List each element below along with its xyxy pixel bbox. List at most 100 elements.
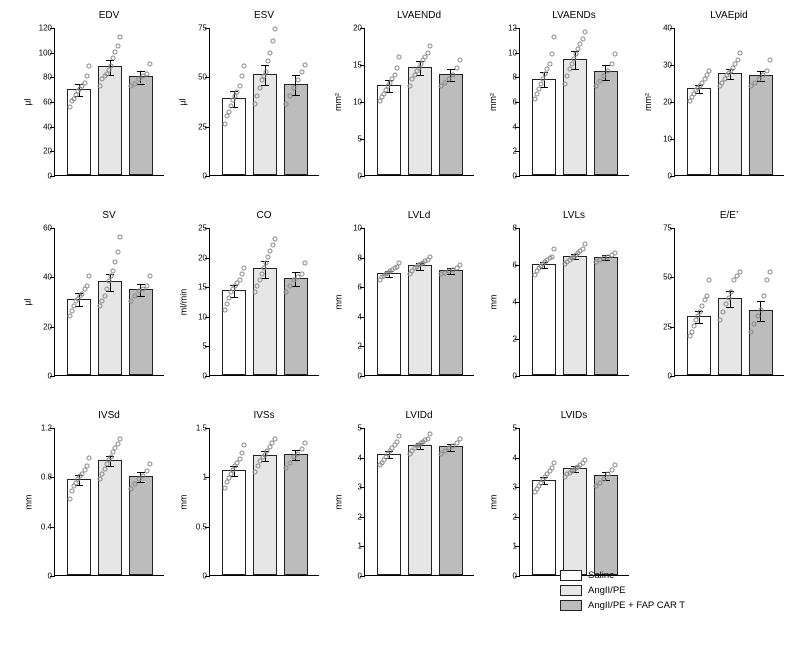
- data-point: [538, 81, 543, 86]
- data-point: [129, 299, 134, 304]
- panel-lvls: LVLsmm02468: [481, 208, 636, 408]
- y-tick-label: 0: [358, 572, 362, 581]
- data-point: [287, 284, 292, 289]
- data-point: [396, 260, 401, 265]
- data-point: [272, 26, 277, 31]
- data-point: [396, 433, 401, 438]
- data-point: [396, 54, 401, 59]
- data-point: [129, 486, 134, 491]
- data-point: [117, 437, 122, 442]
- data-point: [241, 64, 246, 69]
- data-point: [109, 274, 114, 279]
- y-tick-label: 20: [353, 24, 362, 33]
- panel-title: IVSd: [54, 410, 164, 421]
- error-cap: [726, 307, 734, 308]
- y-tick-label: 0: [48, 172, 52, 181]
- data-point: [567, 66, 572, 71]
- data-point: [71, 303, 76, 308]
- data-point: [261, 266, 266, 271]
- y-axis-label: µl: [20, 228, 36, 376]
- data-point: [547, 62, 552, 67]
- panel-title: SV: [54, 210, 164, 221]
- data-point: [578, 42, 583, 47]
- data-point: [226, 296, 231, 301]
- data-point: [239, 74, 244, 79]
- y-tick-label: 60: [43, 224, 52, 233]
- y-tick-label: 15: [353, 61, 362, 70]
- data-point: [755, 313, 760, 318]
- y-axis-label: mm²: [640, 28, 656, 176]
- data-point: [299, 70, 304, 75]
- bar-angii-pe-fap-car-t: [439, 270, 463, 375]
- error-cap: [447, 81, 455, 82]
- legend-item: Saline: [560, 570, 685, 581]
- y-tick-label: 120: [39, 24, 52, 33]
- data-point: [303, 440, 308, 445]
- panel-lvidd: LVIDdmm012345: [326, 408, 481, 608]
- data-point: [458, 436, 463, 441]
- y-tick-label: 0: [513, 572, 517, 581]
- y-tick-label: 10: [353, 224, 362, 233]
- bar-angii-pe: [408, 265, 432, 375]
- y-tick-label: 40: [43, 122, 52, 131]
- y-axis-label: mm: [330, 428, 346, 576]
- error-cap: [292, 75, 300, 76]
- plot-area: 0255075: [209, 28, 319, 176]
- data-point: [613, 250, 618, 255]
- bar-angii-pe: [408, 445, 432, 575]
- data-point: [408, 84, 413, 89]
- plot-area: 0510152025: [209, 228, 319, 376]
- data-point: [237, 456, 242, 461]
- y-tick-label: 75: [198, 24, 207, 33]
- y-tick-label: 0: [513, 372, 517, 381]
- data-point: [132, 294, 137, 299]
- data-point: [613, 463, 618, 468]
- error-cap: [137, 296, 145, 297]
- data-point: [543, 71, 548, 76]
- y-tick-label: 0: [358, 172, 362, 181]
- error-cap: [137, 482, 145, 483]
- data-point: [109, 454, 114, 459]
- data-point: [84, 284, 89, 289]
- y-axis-label: mm²: [330, 28, 346, 176]
- data-point: [268, 50, 273, 55]
- panel-sv: SVµl0204060: [16, 208, 171, 408]
- data-point: [549, 466, 554, 471]
- y-tick-label: 0: [48, 372, 52, 381]
- panel-title: LVAENDs: [519, 10, 629, 21]
- bar-angii-pe-fap-car-t: [594, 475, 618, 575]
- data-point: [613, 52, 618, 57]
- data-point: [549, 52, 554, 57]
- data-point: [257, 278, 262, 283]
- data-point: [148, 462, 153, 467]
- data-point: [752, 321, 757, 326]
- data-point: [67, 105, 72, 110]
- data-point: [100, 299, 105, 304]
- data-point: [80, 291, 85, 296]
- data-point: [574, 52, 579, 57]
- data-point: [563, 81, 568, 86]
- data-point: [239, 272, 244, 277]
- data-point: [270, 242, 275, 247]
- data-point: [109, 64, 114, 69]
- y-tick-label: 2: [513, 147, 517, 156]
- data-point: [691, 323, 696, 328]
- data-point: [117, 34, 122, 39]
- data-point: [427, 254, 432, 259]
- data-point: [69, 489, 74, 494]
- data-point: [700, 303, 705, 308]
- data-point: [264, 70, 269, 75]
- plot-area: 012345: [364, 428, 474, 576]
- data-point: [272, 236, 277, 241]
- data-point: [394, 65, 399, 70]
- y-tick-label: 5: [358, 424, 362, 433]
- plot-area: 02468: [519, 228, 629, 376]
- bar-angii-pe-fap-car-t: [129, 76, 153, 175]
- y-tick-label: 0.8: [41, 473, 52, 482]
- panel-title: E/E’: [674, 210, 784, 221]
- data-point: [605, 472, 610, 477]
- data-point: [545, 66, 550, 71]
- legend-item: AngII/PE + FAP CAR T: [560, 600, 685, 611]
- data-point: [144, 284, 149, 289]
- data-point: [268, 248, 273, 253]
